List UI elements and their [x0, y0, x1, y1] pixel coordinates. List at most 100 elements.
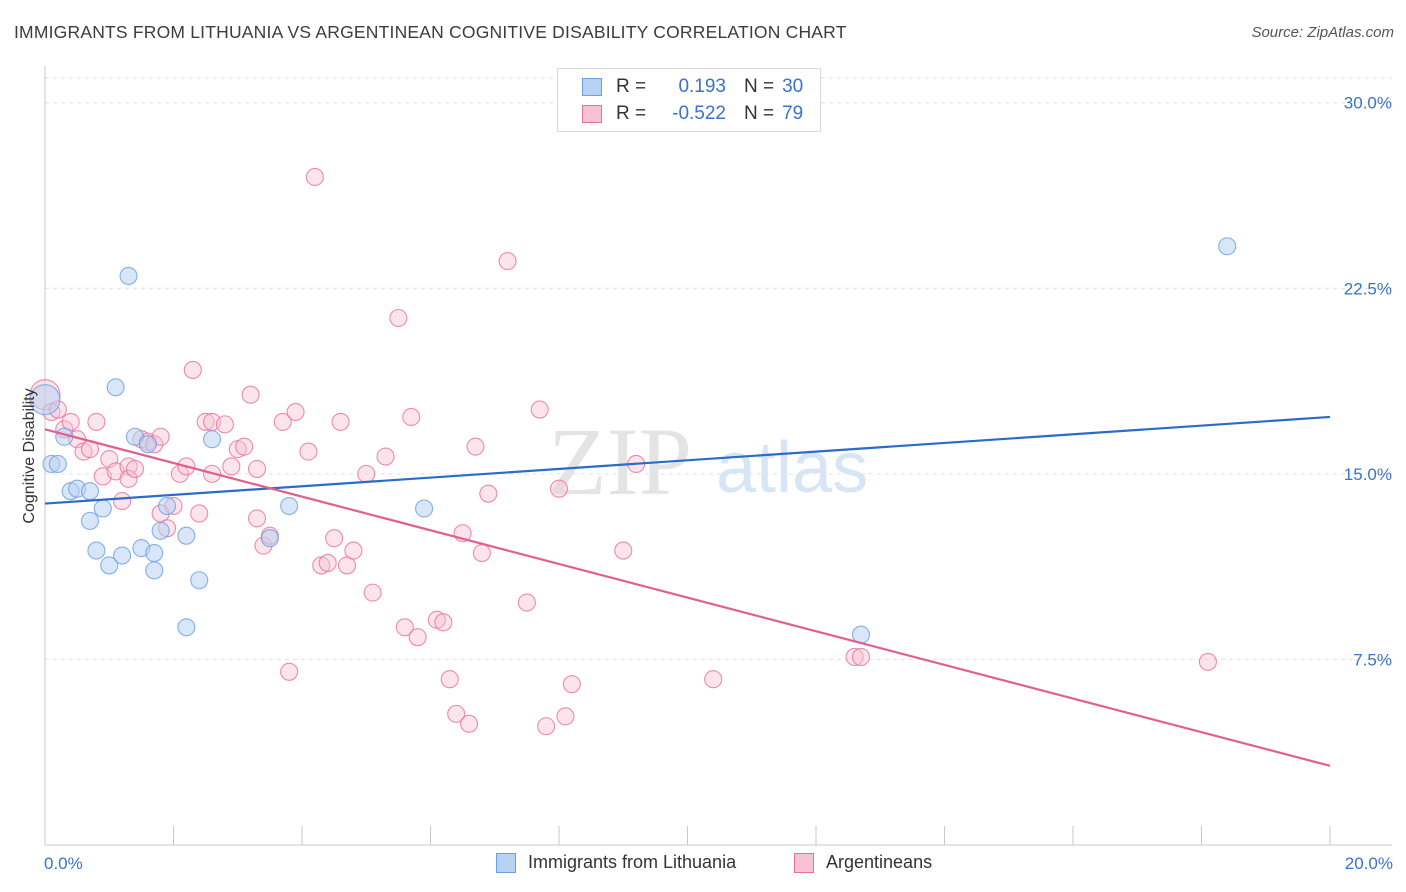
- data-point-lithuania: [145, 561, 164, 580]
- data-point-argentineans: [113, 492, 132, 511]
- data-point-argentineans: [1198, 652, 1217, 671]
- data-point-argentineans: [389, 308, 408, 328]
- data-point-argentineans: [222, 457, 241, 476]
- bottom-legend-label: Argentineans: [826, 852, 933, 872]
- trendline-argentineans: [44, 428, 1331, 767]
- bottom-legend-swatch-blue: [496, 852, 516, 873]
- legend-n-label: N =: [744, 103, 775, 124]
- data-point-argentineans: [318, 553, 337, 572]
- legend-r-label: R =: [616, 76, 647, 97]
- data-point-lithuania: [145, 543, 164, 563]
- x-tick-label: 0.0%: [44, 854, 83, 873]
- data-point-argentineans: [517, 593, 536, 612]
- data-point-lithuania: [80, 511, 100, 530]
- data-point-argentineans: [331, 412, 350, 431]
- legend-n-label: N =: [744, 76, 775, 97]
- data-point-argentineans: [408, 628, 427, 647]
- data-point-lithuania: [190, 571, 209, 590]
- data-point-argentineans: [562, 675, 581, 694]
- legend-r-value: -0.522: [672, 103, 726, 124]
- source-label: Source: ZipAtlas.com: [1251, 24, 1394, 41]
- data-point-argentineans: [851, 647, 871, 667]
- trendline-lithuania: [44, 415, 1331, 505]
- data-point-argentineans: [235, 437, 254, 456]
- data-point-argentineans: [498, 252, 517, 271]
- data-point-argentineans: [247, 509, 267, 528]
- data-point-lithuania: [1218, 237, 1237, 256]
- y-tick-label: 30.0%: [1344, 94, 1392, 113]
- legend-swatch-pink: [582, 105, 602, 123]
- data-point-argentineans: [357, 464, 376, 483]
- data-point-lithuania: [119, 266, 138, 285]
- data-point-argentineans: [190, 504, 209, 523]
- trendlines: [44, 415, 1331, 767]
- data-point-lithuania: [48, 454, 67, 474]
- data-point-argentineans: [537, 717, 556, 736]
- data-point-argentineans: [247, 459, 267, 478]
- data-point-argentineans: [376, 447, 395, 466]
- legend-n-value: 79: [782, 103, 804, 124]
- data-point-argentineans: [845, 647, 864, 667]
- data-point-lithuania: [415, 499, 434, 518]
- tick-labels: 7.5% 15.0% 22.5% 30.0% 0.0% 20.0%: [44, 94, 1393, 873]
- y-tick-label: 22.5%: [1344, 279, 1392, 298]
- data-point-argentineans: [273, 412, 292, 431]
- data-point-argentineans: [530, 400, 549, 419]
- data-point-lithuania: [177, 618, 196, 637]
- stats-legend: R = 0.193 N = 30 R = -0.522 N = 79: [557, 68, 821, 132]
- data-point-lithuania: [260, 529, 279, 548]
- legend-row-argentineans: R = -0.522 N = 79: [582, 102, 803, 126]
- data-point-argentineans: [305, 167, 324, 187]
- data-point-argentineans: [704, 670, 723, 689]
- legend-n-value: 30: [782, 76, 804, 97]
- data-point-argentineans: [440, 670, 459, 689]
- data-point-lithuania: [138, 435, 157, 454]
- data-point-lithuania: [280, 496, 299, 516]
- y-axis-label: Cognitive Disability: [21, 388, 38, 523]
- data-point-argentineans: [344, 541, 363, 560]
- data-point-argentineans: [241, 385, 260, 404]
- data-point-lithuania: [203, 430, 222, 449]
- data-point-argentineans: [325, 529, 344, 548]
- gridlines: [45, 77, 1392, 660]
- data-point-argentineans: [614, 541, 633, 560]
- data-point-argentineans: [280, 662, 299, 681]
- data-point-argentineans: [395, 618, 414, 637]
- x-tick-label: 20.0%: [1345, 854, 1393, 873]
- legend-r-label: R =: [616, 103, 647, 124]
- watermark: ZIP atlas: [548, 408, 868, 515]
- data-point-argentineans: [466, 437, 485, 456]
- legend-r-value: 0.193: [678, 76, 726, 97]
- data-point-argentineans: [434, 613, 453, 632]
- data-point-argentineans: [479, 484, 498, 503]
- chart-title: IMMIGRANTS FROM LITHUANIA VS ARGENTINEAN…: [14, 22, 847, 42]
- axes: [44, 66, 1392, 846]
- data-point-argentineans: [459, 714, 479, 733]
- data-point-argentineans: [472, 543, 491, 563]
- data-point-lithuania: [106, 378, 125, 397]
- legend-row-lithuania: R = 0.193 N = 30: [582, 75, 803, 99]
- watermark-atlas: atlas: [716, 428, 868, 508]
- data-point-argentineans: [215, 415, 234, 434]
- data-point-lithuania: [93, 499, 112, 518]
- data-point-lithuania: [151, 521, 170, 540]
- data-point-argentineans: [87, 412, 106, 431]
- data-point-lithuania: [100, 556, 119, 575]
- bottom-legend-label: Immigrants from Lithuania: [528, 852, 737, 872]
- y-tick-label: 15.0%: [1344, 465, 1392, 484]
- bottom-legend-lithuania: Immigrants from Lithuania: [496, 852, 736, 873]
- data-point-lithuania: [29, 384, 61, 416]
- data-point-argentineans: [402, 407, 421, 427]
- legend-swatch-blue: [582, 78, 602, 96]
- bottom-legend-argentineans: Argentineans: [794, 852, 932, 873]
- data-point-argentineans: [363, 583, 382, 602]
- data-point-argentineans: [196, 412, 215, 431]
- data-point-argentineans: [286, 402, 305, 422]
- data-point-lithuania: [158, 496, 177, 516]
- data-point-argentineans: [549, 479, 569, 498]
- data-point-lithuania: [113, 546, 132, 565]
- data-point-argentineans: [299, 442, 318, 461]
- data-point-argentineans: [556, 707, 575, 726]
- data-point-argentineans: [183, 360, 202, 380]
